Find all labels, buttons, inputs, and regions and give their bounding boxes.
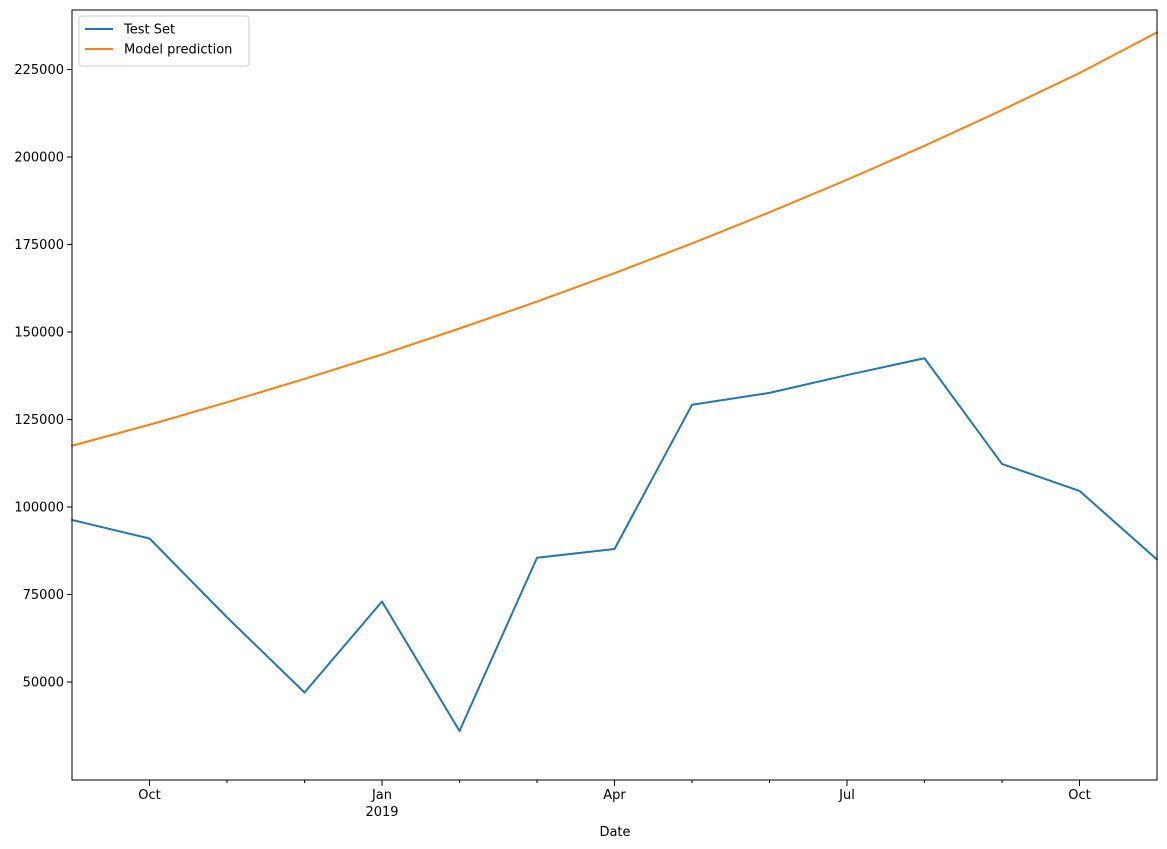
y-tick-label-7: 225000 — [14, 63, 64, 78]
legend-box — [78, 15, 250, 67]
y-tick-label-1: 75000 — [23, 588, 64, 603]
y-tick-label-6: 200000 — [14, 151, 64, 166]
x-tick-sublabel-1: 2019 — [365, 805, 398, 820]
y-tick-label-3: 125000 — [14, 413, 64, 428]
series-layer — [71, 31, 1158, 732]
x-tick-label-3: Jul — [838, 788, 855, 803]
x-tick-label-0: Oct — [138, 788, 160, 803]
x-tick-label-4: Oct — [1068, 788, 1090, 803]
y-tick-label-4: 150000 — [14, 326, 64, 341]
legend: Test Set Model prediction — [78, 15, 250, 67]
legend-label-1: Model prediction — [124, 43, 232, 58]
y-tick-label-5: 175000 — [14, 238, 64, 253]
x-tick-label-1: Jan — [371, 788, 392, 803]
x-tick-label-2: Apr — [603, 788, 626, 803]
legend-label-0: Test Set — [123, 23, 175, 38]
x-axis-title: Date — [599, 825, 630, 840]
y-tick-label-2: 100000 — [14, 501, 64, 516]
y-tick-label-0: 50000 — [23, 676, 64, 691]
axes-layer: 50000 75000 100000 125000 150000 175000 200000… — [14, 9, 1158, 820]
